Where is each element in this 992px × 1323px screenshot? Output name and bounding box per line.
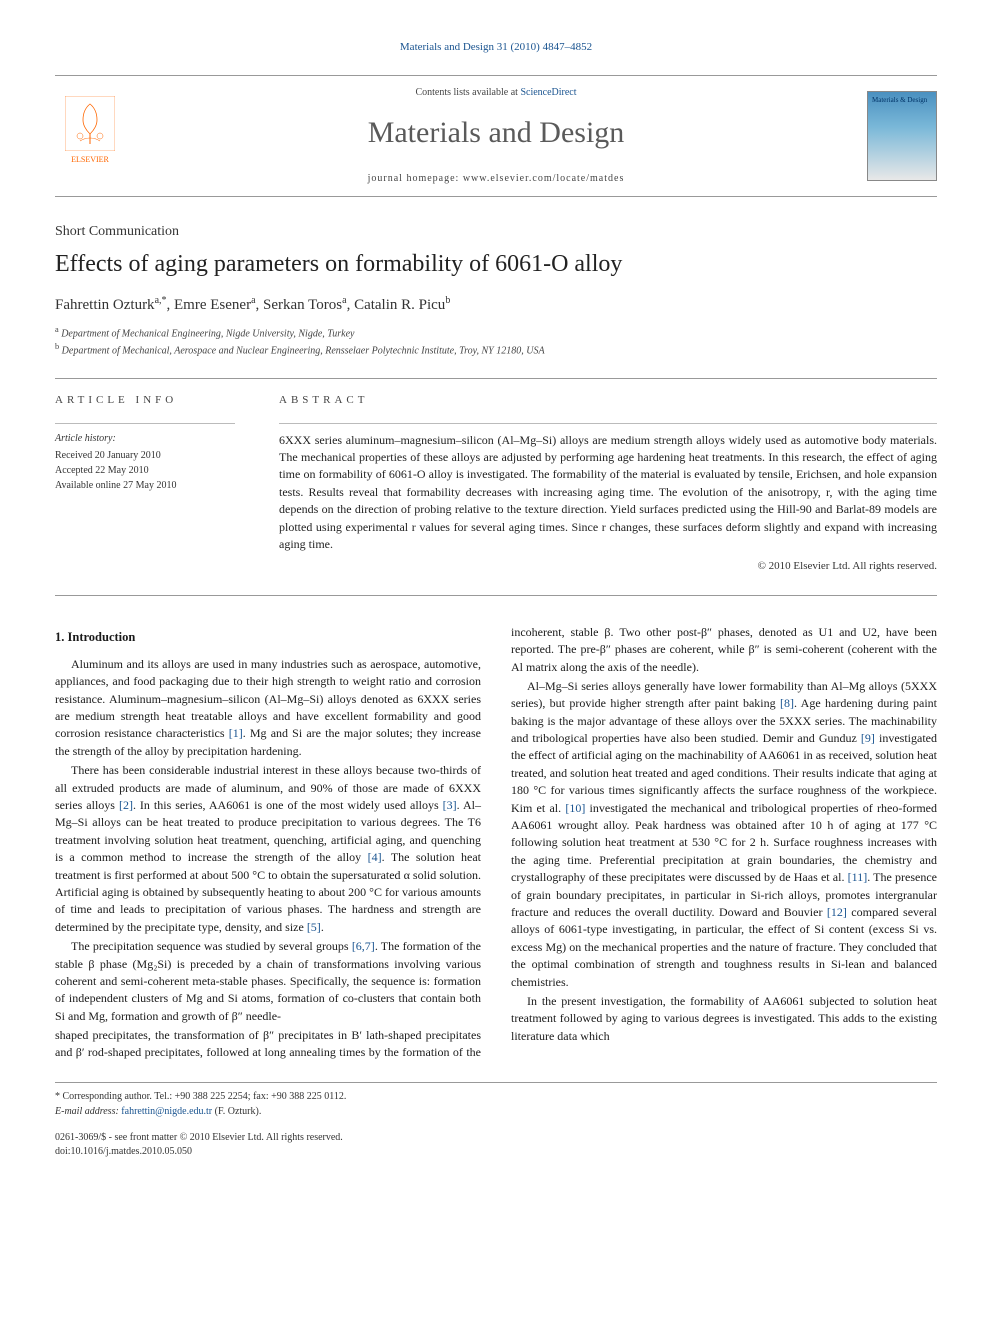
article-title: Effects of aging parameters on formabili… bbox=[55, 248, 937, 282]
paragraph-5: Al–Mg–Si series alloys generally have lo… bbox=[511, 678, 937, 991]
abstract-heading: ABSTRACT bbox=[279, 393, 937, 408]
received-date: Received 20 January 2010 bbox=[55, 448, 235, 463]
ref-6-7[interactable]: [6,7] bbox=[352, 939, 375, 953]
author-4: Catalin R. Picu bbox=[354, 297, 445, 313]
ref-5[interactable]: [5] bbox=[307, 920, 321, 934]
author-2-affil: a bbox=[251, 295, 255, 306]
author-1-affil: a,* bbox=[155, 295, 167, 306]
abstract-column: ABSTRACT 6XXX series aluminum–magnesium–… bbox=[255, 393, 937, 575]
elsevier-tree-icon bbox=[65, 96, 115, 151]
contents-available: Contents lists available at ScienceDirec… bbox=[125, 86, 867, 100]
ref-4[interactable]: [4] bbox=[368, 850, 382, 864]
header-center: Contents lists available at ScienceDirec… bbox=[125, 86, 867, 186]
journal-homepage: journal homepage: www.elsevier.com/locat… bbox=[125, 172, 867, 186]
citation-line: Materials and Design 31 (2010) 4847–4852 bbox=[55, 40, 937, 55]
affiliations: a Department of Mechanical Engineering, … bbox=[55, 324, 937, 359]
article-body: 1. Introduction Aluminum and its alloys … bbox=[55, 624, 937, 1062]
author-3: Serkan Toros bbox=[263, 297, 342, 313]
meta-abstract-block: ARTICLE INFO Article history: Received 2… bbox=[55, 378, 937, 596]
accepted-date: Accepted 22 May 2010 bbox=[55, 463, 235, 478]
abstract-text: 6XXX series aluminum–magnesium–silicon (… bbox=[279, 432, 937, 554]
sciencedirect-link[interactable]: ScienceDirect bbox=[520, 87, 576, 98]
section-1-heading: 1. Introduction bbox=[55, 628, 481, 646]
issn-line: 0261-3069/$ - see front matter © 2010 El… bbox=[55, 1131, 937, 1145]
article-info-heading: ARTICLE INFO bbox=[55, 393, 235, 408]
paragraph-6: In the present investigation, the formab… bbox=[511, 993, 937, 1045]
ref-12[interactable]: [12] bbox=[827, 905, 847, 919]
corresponding-author: * Corresponding author. Tel.: +90 388 22… bbox=[55, 1089, 937, 1119]
author-list: Fahrettin Ozturka,*, Emre Esenera, Serka… bbox=[55, 294, 937, 316]
doi-line: doi:10.1016/j.matdes.2010.05.050 bbox=[55, 1145, 937, 1159]
email-label: E-mail address: bbox=[55, 1106, 121, 1117]
paragraph-1: Aluminum and its alloys are used in many… bbox=[55, 656, 481, 760]
contents-prefix: Contents lists available at bbox=[415, 87, 520, 98]
author-1: Fahrettin Ozturk bbox=[55, 297, 155, 313]
email-tail: (F. Ozturk). bbox=[212, 1106, 261, 1117]
author-2: Emre Esener bbox=[174, 297, 251, 313]
ref-3[interactable]: [3] bbox=[443, 798, 457, 812]
page-footer: * Corresponding author. Tel.: +90 388 22… bbox=[55, 1082, 937, 1159]
history-label: Article history: bbox=[55, 432, 235, 446]
ref-8[interactable]: [8] bbox=[780, 696, 794, 710]
affiliation-a: Department of Mechanical Engineering, Ni… bbox=[61, 328, 354, 339]
article-type: Short Communication bbox=[55, 222, 937, 242]
elsevier-logo: ELSEVIER bbox=[55, 96, 125, 176]
ref-9[interactable]: [9] bbox=[861, 731, 875, 745]
ref-11[interactable]: [11] bbox=[848, 870, 868, 884]
affiliation-b: Department of Mechanical, Aerospace and … bbox=[62, 345, 545, 356]
author-4-affil: b bbox=[445, 295, 450, 306]
journal-cover-thumbnail: Materials & Design bbox=[867, 91, 937, 181]
ref-1[interactable]: [1] bbox=[229, 726, 243, 740]
corr-email[interactable]: fahrettin@nigde.edu.tr bbox=[121, 1106, 212, 1117]
author-3-affil: a bbox=[342, 295, 346, 306]
abstract-copyright: © 2010 Elsevier Ltd. All rights reserved… bbox=[279, 559, 937, 574]
journal-title: Materials and Design bbox=[125, 112, 867, 154]
journal-header: ELSEVIER Contents lists available at Sci… bbox=[55, 75, 937, 197]
paragraph-2: There has been considerable industrial i… bbox=[55, 762, 481, 936]
online-date: Available online 27 May 2010 bbox=[55, 478, 235, 493]
paragraph-3: The precipitation sequence was studied b… bbox=[55, 938, 481, 1025]
article-info-column: ARTICLE INFO Article history: Received 2… bbox=[55, 393, 255, 575]
ref-10[interactable]: [10] bbox=[565, 801, 585, 815]
ref-2[interactable]: [2] bbox=[119, 798, 133, 812]
corr-contact: * Corresponding author. Tel.: +90 388 22… bbox=[55, 1089, 937, 1104]
elsevier-label: ELSEVIER bbox=[71, 154, 109, 165]
